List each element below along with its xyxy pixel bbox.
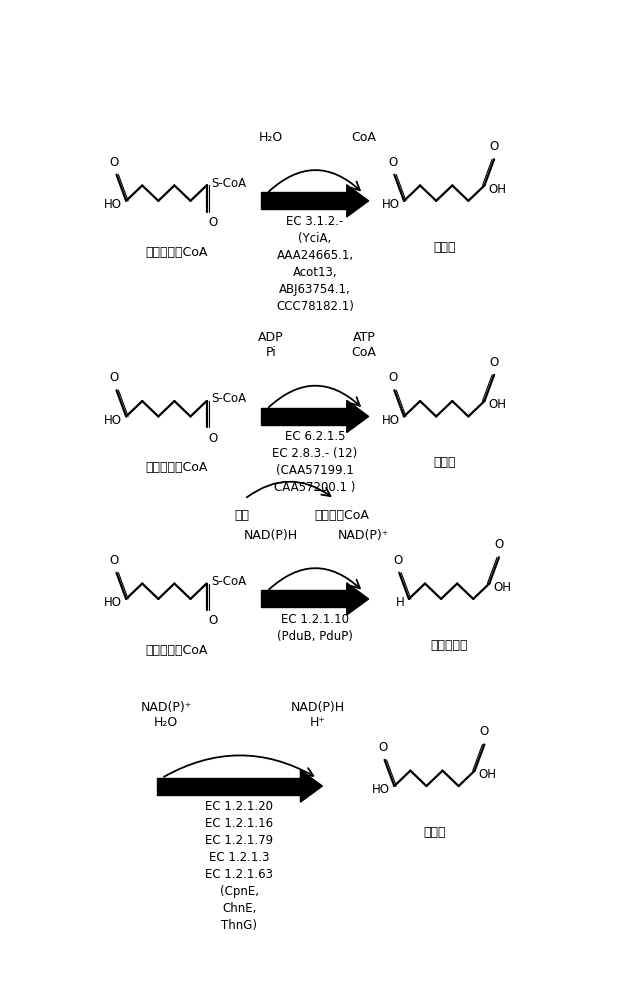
Bar — [262, 192, 347, 209]
Text: EC 3.1.2.-
(YciA,
AAA24665.1,
Acot13,
ABJ63754.1,
CCC78182.1): EC 3.1.2.- (YciA, AAA24665.1, Acot13, AB… — [276, 215, 354, 313]
Text: O: O — [480, 725, 489, 738]
Text: 乙酸: 乙酸 — [235, 509, 250, 522]
FancyArrowPatch shape — [247, 482, 330, 497]
Bar — [157, 778, 301, 795]
Text: O: O — [489, 140, 499, 153]
Text: S-CoA: S-CoA — [211, 177, 247, 190]
Text: NAD(P)⁺
H₂O: NAD(P)⁺ H₂O — [141, 701, 192, 729]
Text: ADP
Pi: ADP Pi — [259, 331, 284, 359]
Text: HO: HO — [382, 198, 400, 211]
Text: HO: HO — [104, 596, 122, 609]
FancyArrowPatch shape — [269, 568, 360, 590]
Text: 已二酟: 已二酟 — [423, 826, 446, 839]
Text: EC 6.2.1.5
EC 2.8.3.- (12)
(CAA57199.1
CAA57200.1 ): EC 6.2.1.5 EC 2.8.3.- (12) (CAA57199.1 C… — [272, 430, 358, 494]
Text: O: O — [208, 216, 217, 229]
Text: O: O — [393, 554, 403, 567]
Text: 乙酰基－CoA: 乙酰基－CoA — [314, 509, 369, 522]
Text: S-CoA: S-CoA — [211, 392, 247, 405]
Text: O: O — [388, 371, 398, 384]
Text: 已二酰基－CoA: 已二酰基－CoA — [145, 461, 208, 474]
Text: HO: HO — [382, 414, 400, 427]
Text: NAD(P)⁺: NAD(P)⁺ — [338, 529, 389, 542]
Text: O: O — [494, 538, 504, 551]
Polygon shape — [347, 185, 369, 217]
FancyArrowPatch shape — [269, 170, 360, 192]
Text: OH: OH — [479, 768, 497, 781]
Text: 已二酟: 已二酟 — [433, 241, 455, 254]
Bar — [262, 590, 347, 607]
Text: 已二酰基－CoA: 已二酰基－CoA — [145, 246, 208, 259]
Text: OH: OH — [488, 183, 506, 196]
Text: O: O — [109, 156, 119, 169]
Text: O: O — [208, 432, 217, 445]
Text: EC 1.2.1.20
EC 1.2.1.16
EC 1.2.1.79
EC 1.2.1.3
EC 1.2.1.63
(CpnE,
ChnE,
ThnG): EC 1.2.1.20 EC 1.2.1.16 EC 1.2.1.79 EC 1… — [206, 800, 274, 932]
Text: ATP
CoA: ATP CoA — [352, 331, 376, 359]
FancyArrowPatch shape — [269, 386, 360, 407]
Text: OH: OH — [493, 581, 511, 594]
Text: 已二酟: 已二酟 — [433, 456, 455, 469]
Text: O: O — [379, 741, 387, 754]
Text: O: O — [109, 554, 119, 567]
Text: 已二酰基－CoA: 已二酰基－CoA — [145, 644, 208, 657]
Polygon shape — [301, 770, 323, 802]
Text: H₂O: H₂O — [259, 131, 283, 144]
Text: O: O — [388, 156, 398, 169]
Text: OH: OH — [488, 398, 506, 411]
FancyArrowPatch shape — [164, 755, 313, 777]
Text: S-CoA: S-CoA — [211, 575, 247, 588]
Text: O: O — [208, 614, 217, 627]
Text: O: O — [109, 371, 119, 384]
Text: CoA: CoA — [352, 131, 376, 144]
Text: HO: HO — [372, 783, 391, 796]
Polygon shape — [347, 400, 369, 433]
Text: NAD(P)H
H⁺: NAD(P)H H⁺ — [291, 701, 345, 729]
Bar — [262, 408, 347, 425]
Text: EC 1.2.1.10
(PduB, PduP): EC 1.2.1.10 (PduB, PduP) — [277, 613, 353, 643]
Polygon shape — [347, 583, 369, 615]
Text: HO: HO — [104, 198, 122, 211]
Text: O: O — [489, 356, 499, 369]
Text: 已二酟半醇: 已二酟半醇 — [430, 639, 468, 652]
Text: HO: HO — [104, 414, 122, 427]
Text: NAD(P)H: NAD(P)H — [244, 529, 298, 542]
Text: H: H — [396, 596, 405, 609]
